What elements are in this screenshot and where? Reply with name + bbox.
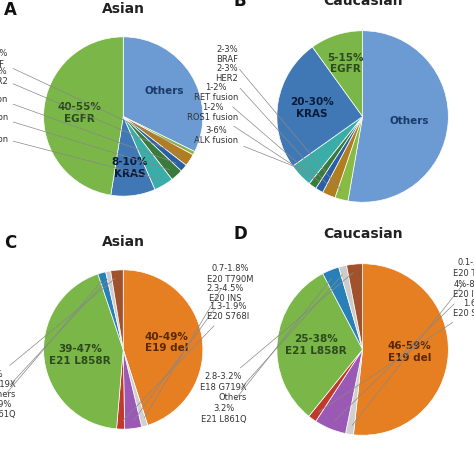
Text: 1-2%
RET fusion: 1-2% RET fusion [0,84,176,163]
Text: 39-47%
E21 L858R: 39-47% E21 L858R [49,344,110,365]
Text: 2-3%
HER2: 2-3% HER2 [216,64,329,187]
Text: A: A [4,1,17,19]
Text: 2-3%
ROS1 fusion: 2-3% ROS1 fusion [0,103,170,170]
Wedge shape [316,350,363,433]
Text: B: B [234,0,246,10]
Text: 4%-8%
E20 INS: 4%-8% E20 INS [335,280,474,420]
Wedge shape [117,350,125,429]
Wedge shape [323,267,363,350]
Text: Others: Others [0,280,108,398]
Title: Caucasian: Caucasian [323,0,402,8]
Text: 2-3%
BRAF: 2-3% BRAF [216,45,341,191]
Wedge shape [354,264,448,435]
Text: 2-3%
HER2: 2-3% HER2 [0,67,182,156]
Text: 2.3-4.5%
E20 INS: 2.3-4.5% E20 INS [134,284,244,420]
Text: D: D [234,225,248,243]
Wedge shape [309,350,363,421]
Wedge shape [292,116,363,184]
Title: Asian: Asian [102,235,145,249]
Text: 0.7-1.8%
E20 T790M: 0.7-1.8% E20 T790M [145,264,254,418]
Wedge shape [277,274,363,416]
Wedge shape [44,274,123,429]
Wedge shape [316,116,363,192]
Wedge shape [123,116,172,190]
Wedge shape [339,265,363,350]
Text: 0.1-5.8%
E20 T790M: 0.1-5.8% E20 T790M [352,258,474,425]
Wedge shape [123,270,203,425]
Wedge shape [123,350,148,427]
Text: 0.5-1%
BRAF: 0.5-1% BRAF [0,49,186,149]
Wedge shape [346,350,363,435]
Title: Asian: Asian [102,2,145,16]
Wedge shape [312,31,363,116]
Text: 1.3-1.9%
E21 L861Q: 1.3-1.9% E21 L861Q [0,281,101,419]
Text: 2-3%
E18 G719X: 2-3% E18 G719X [0,278,115,390]
Wedge shape [123,37,203,151]
Wedge shape [346,264,363,350]
Text: Others: Others [390,116,429,125]
Wedge shape [44,37,123,195]
Text: 1-2%
RET fusion: 1-2% RET fusion [194,83,320,183]
Text: 46-59%
E19 del: 46-59% E19 del [388,341,431,363]
Wedge shape [106,271,123,350]
Text: 40-49%
E19 del: 40-49% E19 del [145,332,189,354]
Wedge shape [309,116,363,188]
Text: 40-55%
EGFR: 40-55% EGFR [58,102,101,124]
Text: 3.2%
E21 L861Q: 3.2% E21 L861Q [201,279,331,424]
Wedge shape [323,116,363,198]
Text: Others: Others [144,86,183,96]
Text: 3-5%
ALK fusion: 3-5% ALK fusion [0,124,158,179]
Text: 1-2%
ROS1 fusion: 1-2% ROS1 fusion [187,103,314,179]
Text: 1.3-1.9%
E20 S768I: 1.3-1.9% E20 S768I [123,302,249,421]
Text: 8-10%
KRAS: 8-10% KRAS [111,157,148,178]
Text: 2.8-3.2%
E18 G719X: 2.8-3.2% E18 G719X [200,273,353,392]
Wedge shape [123,116,181,179]
Text: 5-15%
EGFR: 5-15% EGFR [327,53,364,74]
Wedge shape [123,116,193,165]
Text: 1.6%
E20 S768I: 1.6% E20 S768I [319,299,474,412]
Wedge shape [123,116,195,155]
Text: Others: Others [219,275,342,402]
Text: C: C [4,234,16,252]
Wedge shape [111,116,155,196]
Text: 3-6%
ALK fusion: 3-6% ALK fusion [194,126,303,170]
Wedge shape [335,116,363,201]
Text: 25-38%
E21 L858R: 25-38% E21 L858R [285,334,346,356]
Wedge shape [277,47,363,166]
Wedge shape [123,350,142,429]
Wedge shape [98,272,123,350]
Text: 20-30%
KRAS: 20-30% KRAS [290,97,334,119]
Title: Caucasian: Caucasian [323,227,402,241]
Wedge shape [110,270,123,350]
Wedge shape [123,116,186,171]
Wedge shape [348,31,448,202]
